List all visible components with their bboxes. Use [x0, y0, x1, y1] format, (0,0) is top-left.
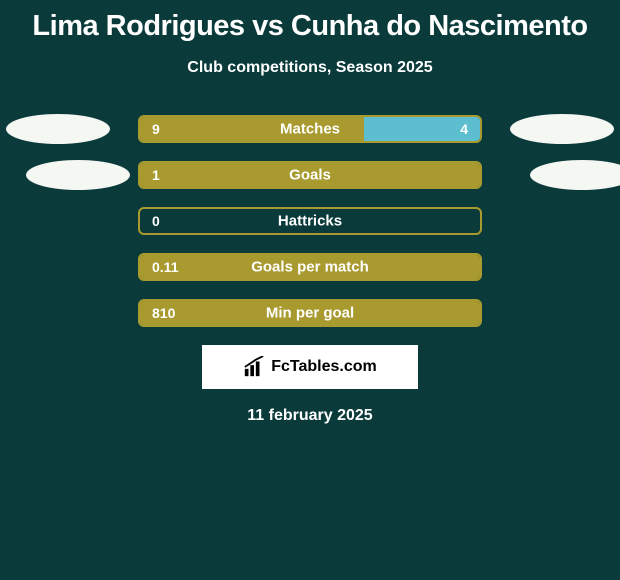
- stat-value-left: 0.11: [152, 259, 178, 275]
- page-title: Lima Rodrigues vs Cunha do Nascimento: [0, 0, 620, 43]
- stat-bar: 810 Min per goal: [138, 299, 482, 327]
- stat-label: Min per goal: [266, 305, 354, 322]
- stat-label: Matches: [280, 121, 340, 138]
- stat-bar: 9 4 Matches: [138, 115, 482, 143]
- date-label: 11 february 2025: [0, 407, 620, 425]
- stat-row: 0 Hattricks: [0, 207, 620, 235]
- stat-label: Hattricks: [278, 213, 342, 230]
- player-ellipse-right: [530, 160, 620, 190]
- player-ellipse-right: [510, 114, 614, 144]
- stat-row: 810 Min per goal: [0, 299, 620, 327]
- subtitle: Club competitions, Season 2025: [0, 59, 620, 77]
- stat-bar: 1 Goals: [138, 161, 482, 189]
- stat-label: Goals: [289, 167, 331, 184]
- stat-row: 0.11 Goals per match: [0, 253, 620, 281]
- stat-value-left: 1: [152, 167, 160, 183]
- player-ellipse-left: [26, 160, 130, 190]
- stat-value-right: 4: [460, 121, 468, 137]
- stat-label: Goals per match: [251, 259, 369, 276]
- stat-rows: 9 4 Matches 1 Goals 0 Hattricks 0.11 Goals per m…: [0, 115, 620, 327]
- source-badge-text: FcTables.com: [271, 358, 377, 376]
- player-ellipse-left: [6, 114, 110, 144]
- stat-row: 9 4 Matches: [0, 115, 620, 143]
- stat-bar: 0 Hattricks: [138, 207, 482, 235]
- chart-icon: [243, 356, 265, 378]
- stat-bar: 0.11 Goals per match: [138, 253, 482, 281]
- stat-value-left: 810: [152, 305, 175, 321]
- stat-row: 1 Goals: [0, 161, 620, 189]
- stat-value-left: 9: [152, 121, 160, 137]
- stat-value-left: 0: [152, 213, 160, 229]
- source-badge: FcTables.com: [202, 345, 418, 389]
